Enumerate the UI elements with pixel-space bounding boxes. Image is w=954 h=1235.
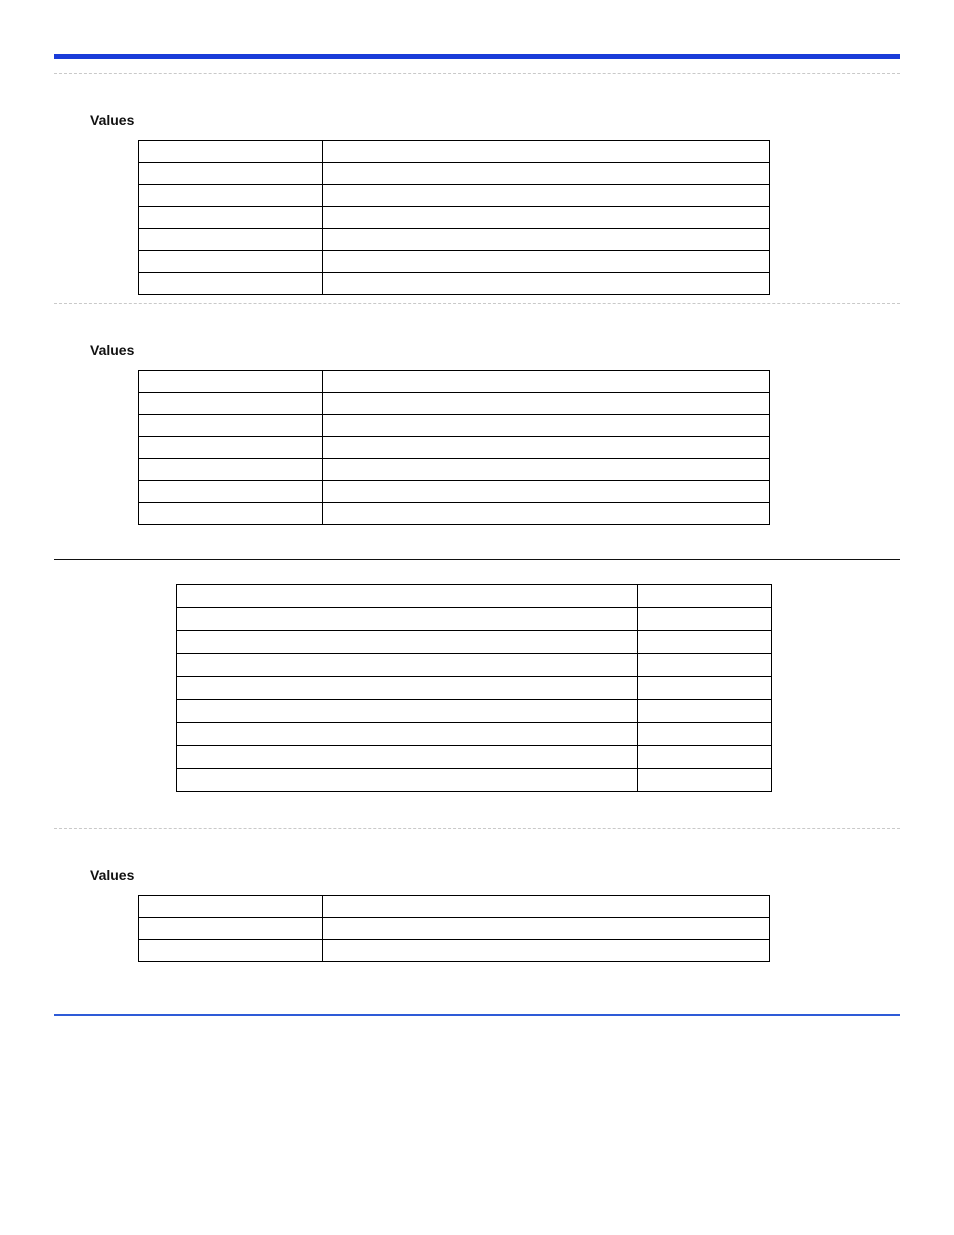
values-heading: Values (90, 342, 900, 358)
section-divider (54, 303, 900, 304)
cell-left (177, 631, 638, 654)
cell-value (323, 141, 770, 163)
cell-right (638, 631, 772, 654)
cell-key (139, 229, 323, 251)
cell-left (177, 654, 638, 677)
document-page: Values Values (0, 0, 954, 1056)
cell-key (139, 415, 323, 437)
table-row (177, 654, 772, 677)
values-heading: Values (90, 112, 900, 128)
table-row (139, 437, 770, 459)
cell-right (638, 677, 772, 700)
table-row (177, 723, 772, 746)
wide-list-table (176, 584, 772, 792)
cell-right (638, 654, 772, 677)
cell-value (323, 393, 770, 415)
cell-right (638, 723, 772, 746)
cell-left (177, 746, 638, 769)
cell-right (638, 608, 772, 631)
cell-right (638, 769, 772, 792)
cell-value (323, 185, 770, 207)
cell-value (323, 251, 770, 273)
cell-key (139, 896, 323, 918)
cell-left (177, 677, 638, 700)
section-divider (54, 828, 900, 829)
cell-right (638, 700, 772, 723)
cell-value (323, 940, 770, 962)
cell-value (323, 481, 770, 503)
table-row (177, 746, 772, 769)
table-row (139, 273, 770, 295)
table-row (139, 393, 770, 415)
cell-value (323, 459, 770, 481)
values-section-1: Values (54, 112, 900, 295)
cell-left (177, 723, 638, 746)
table-row (139, 229, 770, 251)
table-row (139, 207, 770, 229)
page-bottom-rule (54, 1014, 900, 1016)
table-row (177, 677, 772, 700)
table-row (139, 918, 770, 940)
cell-key (139, 141, 323, 163)
values-table-1 (138, 140, 770, 295)
values-section-2: Values (54, 342, 900, 525)
table-row (139, 163, 770, 185)
table-row (139, 503, 770, 525)
cell-key (139, 207, 323, 229)
table-row (177, 700, 772, 723)
cell-value (323, 273, 770, 295)
cell-key (139, 185, 323, 207)
table-row (177, 608, 772, 631)
table-row (177, 769, 772, 792)
table-row (139, 371, 770, 393)
table-row (139, 141, 770, 163)
cell-key (139, 940, 323, 962)
table-row (139, 481, 770, 503)
cell-value (323, 229, 770, 251)
cell-key (139, 503, 323, 525)
cell-left (177, 608, 638, 631)
table-row (139, 459, 770, 481)
table-row (177, 631, 772, 654)
page-top-rule (54, 54, 900, 59)
cell-key (139, 163, 323, 185)
cell-left (177, 700, 638, 723)
cell-key (139, 251, 323, 273)
cell-value (323, 437, 770, 459)
cell-right (638, 746, 772, 769)
cell-key (139, 437, 323, 459)
cell-right (638, 585, 772, 608)
cell-key (139, 273, 323, 295)
table-row (139, 415, 770, 437)
values-heading: Values (90, 867, 900, 883)
cell-key (139, 481, 323, 503)
cell-left (177, 769, 638, 792)
table-row (139, 185, 770, 207)
section-divider (54, 73, 900, 74)
cell-left (177, 585, 638, 608)
values-table-2 (138, 370, 770, 525)
cell-value (323, 503, 770, 525)
cell-key (139, 459, 323, 481)
cell-value (323, 371, 770, 393)
cell-value (323, 918, 770, 940)
cell-value (323, 896, 770, 918)
cell-value (323, 415, 770, 437)
cell-key (139, 918, 323, 940)
cell-key (139, 393, 323, 415)
table-row (139, 940, 770, 962)
cell-value (323, 207, 770, 229)
values-table-3 (138, 895, 770, 962)
table-row (139, 251, 770, 273)
table-row (177, 585, 772, 608)
cell-value (323, 163, 770, 185)
cell-key (139, 371, 323, 393)
table-row (139, 896, 770, 918)
values-section-3: Values (54, 867, 900, 962)
